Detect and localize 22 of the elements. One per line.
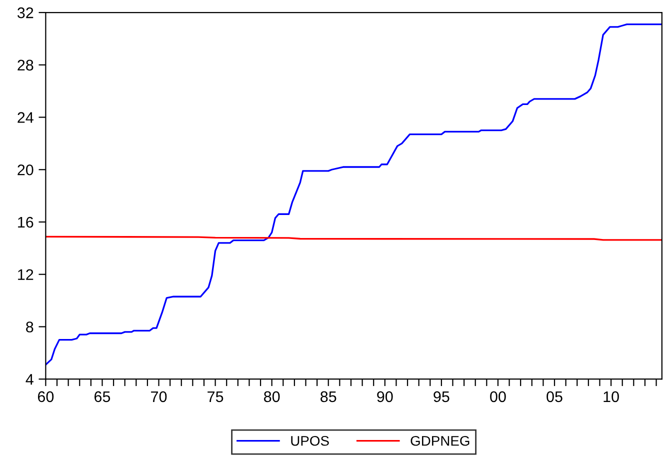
x-tick-label: 70 bbox=[151, 391, 167, 402]
x-tick-label: 10 bbox=[604, 391, 619, 402]
x-tick-label: 80 bbox=[264, 391, 280, 402]
y-tick-label: 24 bbox=[18, 112, 34, 123]
y-tick-label: 20 bbox=[18, 164, 34, 176]
x-tick-label: 85 bbox=[320, 391, 336, 402]
x-tick-label: 90 bbox=[377, 391, 393, 402]
x-tick-label: 05 bbox=[546, 391, 562, 402]
y-tick-label: 32 bbox=[17, 7, 34, 18]
y-tick-label: 8 bbox=[26, 322, 34, 332]
y-tick-label: 28 bbox=[18, 60, 34, 71]
legend-label: UPOS bbox=[291, 436, 329, 446]
x-tick-label: 95 bbox=[434, 391, 450, 402]
y-tick-label: 4 bbox=[26, 374, 34, 385]
y-tick-label: 12 bbox=[18, 269, 34, 280]
legend-label: GDPNEG bbox=[410, 436, 470, 446]
line-series bbox=[46, 23, 662, 366]
y-tick-label: 16 bbox=[18, 216, 34, 228]
x-tick-label: 65 bbox=[94, 391, 110, 402]
x-tick-label: 75 bbox=[208, 391, 224, 402]
x-tick-label: 00 bbox=[490, 391, 506, 402]
x-tick-label: 60 bbox=[38, 391, 54, 402]
